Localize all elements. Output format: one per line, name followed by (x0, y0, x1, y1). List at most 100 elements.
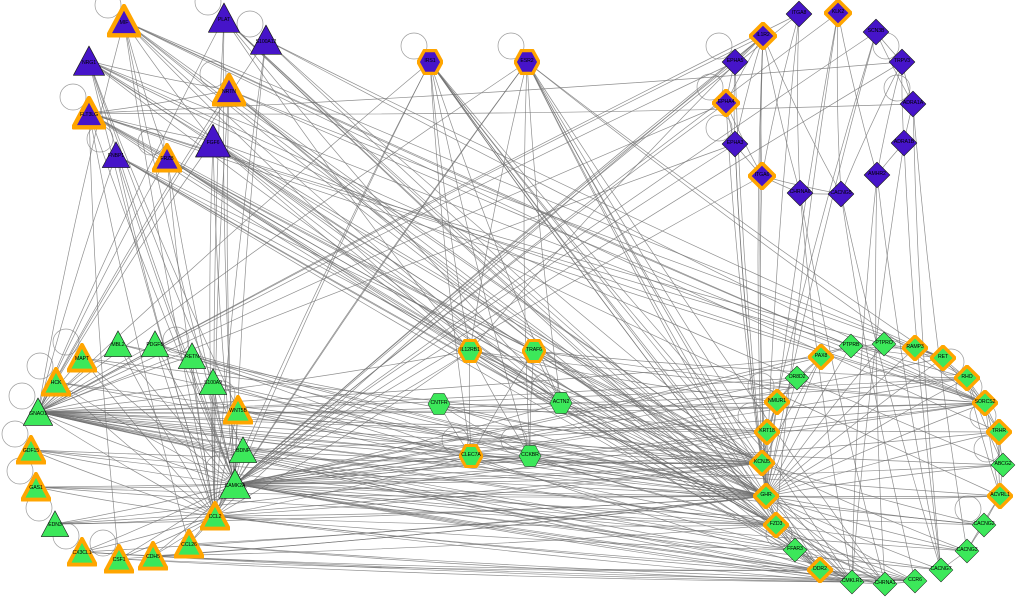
edge (115, 154, 216, 517)
graph-node-fnb1[interactable]: FNBP1 (101, 140, 131, 170)
graph-node-ccl2[interactable]: CCL2 (200, 501, 230, 531)
graph-node-fgf6[interactable]: FGF6 (194, 122, 232, 160)
graph-node-ddr2[interactable]: DDR2 (807, 557, 833, 583)
graph-node-gas1[interactable]: GAS1 (21, 472, 51, 502)
graph-node-adra1b[interactable]: ADRA1B (890, 129, 918, 157)
graph-node-itga6[interactable]: ITGA6 (748, 162, 776, 190)
graph-node-ffar3[interactable]: FFAR3 (782, 537, 808, 563)
graph-node-gnao1[interactable]: GNAO1 (22, 396, 54, 428)
graph-node-ccr6[interactable]: CCR6 (902, 568, 928, 594)
edge (234, 483, 968, 552)
graph-node-wnt5b[interactable]: WNT5B (223, 395, 253, 425)
edge (765, 495, 968, 552)
graph-node-klk2[interactable]: KLK2 (824, 0, 852, 27)
edge (234, 483, 777, 526)
edge (81, 515, 216, 553)
edge (154, 343, 236, 485)
edge (765, 377, 798, 497)
edge (37, 411, 796, 551)
graph-node-actn2[interactable]: ACTN2 (549, 391, 573, 415)
graph-node-amhr2[interactable]: AMHR2 (863, 161, 891, 189)
graph-node-flx[interactable]: FLT3LG (72, 96, 106, 130)
graph-node-scn3b[interactable]: SCN3B (862, 18, 890, 46)
edge (117, 343, 767, 497)
graph-node-adra1a[interactable]: ADRA1A (899, 90, 927, 118)
graph-node-s100a9[interactable]: S100A9 (198, 367, 228, 397)
graph-node-epha4[interactable]: EPHA4 (712, 89, 740, 117)
graph-node-chrna1[interactable]: CHRNA1 (872, 571, 898, 597)
graph-node-irs1[interactable]: IRS1 (417, 49, 443, 75)
graph-node-chrna6[interactable]: CHRNA6 (786, 179, 814, 207)
graph-node-epha5[interactable]: EPHA5 (721, 48, 749, 76)
edge (469, 35, 764, 352)
graph-node-abcg2[interactable]: ABCG2 (990, 452, 1016, 478)
graph-node-mapt[interactable]: MAPT (67, 343, 97, 373)
diamond-glyph (754, 419, 780, 445)
graph-node-cmklr1[interactable]: CMKLR1 (839, 569, 865, 595)
graph-node-cacng3[interactable]: CACNG3 (954, 538, 980, 564)
graph-node-pax8[interactable]: PAX8 (808, 344, 834, 370)
edge (37, 154, 117, 413)
graph-node-il12rb1[interactable]: IL12RB1 (458, 339, 482, 363)
graph-node-itga8[interactable]: ITGA8 (785, 0, 813, 28)
graph-node-krt18[interactable]: KRT18 (754, 419, 780, 445)
edge (761, 462, 968, 552)
graph-node-nrtn[interactable]: NRTN (212, 73, 246, 107)
triangle-glyph (67, 537, 97, 567)
graph-node-ret[interactable]: RET (930, 345, 956, 371)
graph-node-mif[interactable]: MIF (107, 4, 141, 38)
graph-node-pdgfb[interactable]: PDGFB (140, 329, 170, 359)
edge (154, 343, 767, 497)
graph-node-cx3cl1[interactable]: CX3CL1 (67, 537, 97, 567)
edge (118, 558, 821, 572)
edge (37, 411, 1001, 497)
graph-node-cdh5[interactable]: CDH5 (138, 541, 168, 571)
edge (214, 515, 853, 583)
graph-node-ptpro[interactable]: PTPRO (871, 331, 897, 357)
graph-node-trpv3[interactable]: TRPV3 (888, 48, 916, 76)
graph-node-ccl26[interactable]: CCL26 (174, 529, 204, 559)
graph-node-csf1[interactable]: CSF1 (104, 544, 134, 574)
graph-node-nmur1[interactable]: NMUR1 (764, 389, 790, 415)
graph-node-il1r2b[interactable]: IL1R2 (749, 22, 777, 50)
graph-node-cacng2[interactable]: CACNG2 (971, 512, 997, 538)
graph-node-acvrl1[interactable]: ACVRL1 (987, 483, 1013, 509)
edge (37, 350, 471, 413)
edge (88, 112, 214, 142)
graph-node-cacng7[interactable]: CACNG7 (928, 557, 954, 583)
graph-node-hck[interactable]: HCK (41, 367, 71, 397)
graph-node-mbl2[interactable]: MBL2 (103, 329, 133, 359)
graph-node-or8d2[interactable]: OR8D2 (784, 365, 810, 391)
graph-node-nrg1[interactable]: NRG1 (72, 44, 106, 78)
graph-node-plat[interactable]: PLAT (207, 1, 241, 35)
graph-node-ptprb[interactable]: PTPRB (838, 333, 864, 359)
graph-node-camk2a[interactable]: CAMK2A (218, 467, 252, 501)
graph-node-trhr[interactable]: TRHR (986, 419, 1012, 445)
graph-node-traf6[interactable]: TRAF6 (522, 339, 546, 363)
graph-node-cacng[interactable]: CACNG5 (827, 180, 855, 208)
graph-node-cntfr[interactable]: CNTFR (427, 392, 451, 416)
graph-node-kcnj5[interactable]: KCNJ5 (749, 450, 775, 476)
graph-node-clec7a[interactable]: CLEC7A (459, 444, 483, 468)
diamond-glyph (954, 365, 980, 391)
graph-node-s100a12[interactable]: S100A12 (249, 23, 283, 57)
graph-node-cckbr[interactable]: CCKBR (518, 444, 542, 468)
graph-node-esr2[interactable]: ESR2 (514, 49, 540, 75)
graph-node-bdnf[interactable]: BDNF (228, 435, 258, 465)
edge (725, 102, 767, 497)
triangle-glyph (67, 343, 97, 373)
graph-node-epha3[interactable]: EPHA3 (721, 130, 749, 158)
self-loop-edge (89, 529, 117, 557)
graph-node-frx[interactable]: FRZB (152, 143, 182, 173)
graph-node-fzd3[interactable]: FZD3 (763, 512, 789, 538)
graph-node-sorcs2[interactable]: SORCS2 (972, 390, 998, 416)
graph-node-rho[interactable]: RHO (954, 365, 980, 391)
graph-node-ramp3[interactable]: RAMP3 (902, 335, 928, 361)
graph-node-edn3[interactable]: EDN3 (40, 509, 70, 539)
graph-node-ghr[interactable]: GHR (753, 483, 779, 509)
graph-node-gdf15[interactable]: GDF15 (16, 435, 46, 465)
self-loop-edge (59, 83, 87, 111)
edge (37, 355, 193, 413)
